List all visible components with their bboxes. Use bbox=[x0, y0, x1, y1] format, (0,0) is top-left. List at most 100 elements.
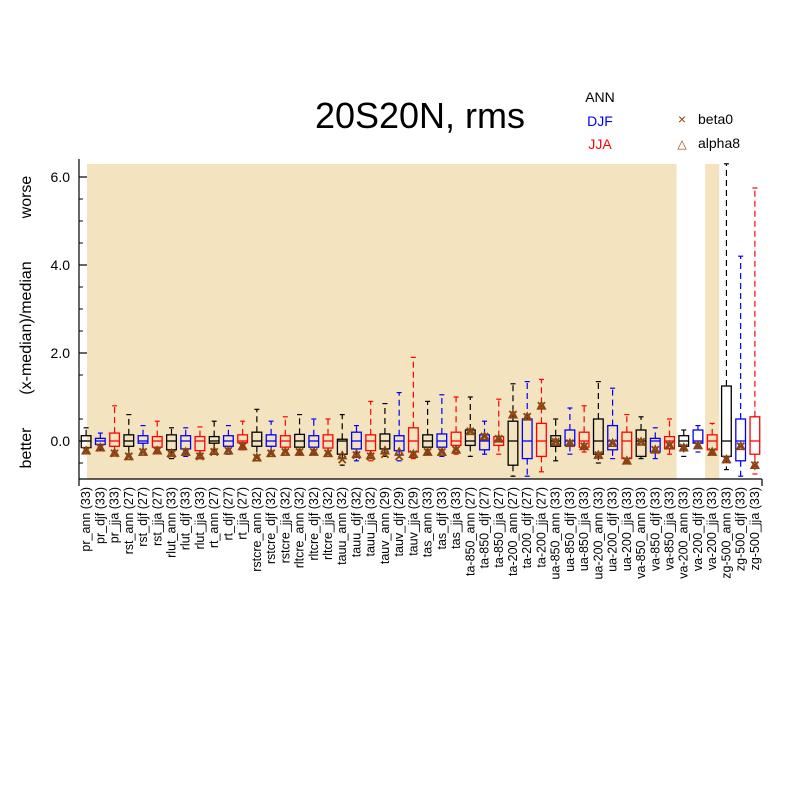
legend-djf: DJF bbox=[587, 113, 613, 129]
alpha8-marker bbox=[735, 440, 746, 451]
alpha8-marker bbox=[209, 445, 220, 455]
x-tick-label: rt_ann (27) bbox=[207, 487, 221, 548]
x-tick-label: tas_ann (33) bbox=[421, 487, 435, 557]
alpha8-marker bbox=[166, 447, 177, 458]
alpha8-marker bbox=[550, 436, 561, 446]
box bbox=[464, 429, 476, 447]
alpha8-marker bbox=[479, 431, 490, 441]
x-tick-label: ta-850_djf (27) bbox=[478, 487, 492, 568]
alpha8-marker bbox=[408, 448, 419, 459]
x-tick-label: ua-200_djf (33) bbox=[606, 487, 620, 572]
axes-layer: 6.0 4.0 2.0 0.0 bbox=[51, 159, 763, 486]
x-tick-label: rst_jja (27) bbox=[150, 487, 164, 546]
y-tick-label: 2.0 bbox=[51, 345, 71, 361]
legend-alpha8-symbol: △ bbox=[677, 137, 687, 151]
box bbox=[137, 435, 149, 444]
alpha8-marker bbox=[294, 446, 305, 456]
alpha8-marker bbox=[635, 436, 647, 446]
legend-alpha8-label: alpha8 bbox=[698, 135, 740, 151]
shaded-region-1 bbox=[705, 164, 720, 479]
box bbox=[521, 418, 533, 460]
alpha8-marker bbox=[564, 437, 576, 448]
x-tick-label: rlut_jja (33) bbox=[193, 487, 207, 550]
box bbox=[564, 429, 576, 447]
x-tick-label: ua-200_jja (33) bbox=[620, 487, 634, 571]
alpha8-marker bbox=[493, 433, 504, 443]
box bbox=[208, 435, 220, 444]
x-tick-label: zg-500_djf (33) bbox=[734, 487, 748, 571]
x-tick-label: ta-850_ann (27) bbox=[463, 487, 477, 576]
x-tick-label: rstcre_jja (32) bbox=[278, 487, 292, 563]
alpha8-marker bbox=[678, 442, 689, 452]
x-tick-label: tauu_ann (32) bbox=[335, 487, 349, 565]
plot-background-shading bbox=[87, 164, 720, 479]
x-tick-label: pr_ann (33) bbox=[79, 487, 93, 552]
x-tick-label: tauv_djf (29) bbox=[392, 487, 406, 556]
alpha8-marker bbox=[322, 447, 334, 458]
alpha8-marker bbox=[308, 446, 319, 456]
alpha8-marker bbox=[465, 425, 476, 436]
alpha8-marker bbox=[137, 446, 149, 456]
legend-jja: JJA bbox=[588, 136, 612, 152]
x-tick-label: ua-850_ann (33) bbox=[549, 487, 563, 579]
x-tick-label: ua-850_jja (33) bbox=[577, 487, 591, 571]
y-axis-better-label: better bbox=[18, 427, 35, 469]
x-tick-label: ta-200_ann (27) bbox=[506, 487, 520, 576]
alpha8-marker bbox=[522, 411, 533, 421]
shaded-region-0 bbox=[87, 164, 677, 479]
alpha8-marker bbox=[692, 439, 704, 450]
x-tick-label: pr_djf (33) bbox=[93, 487, 107, 544]
alpha8-marker bbox=[180, 446, 191, 456]
x-tick-label: va-850_ann (33) bbox=[634, 487, 648, 579]
legend-beta0-label: beta0 bbox=[698, 111, 733, 127]
x-tick-label: rt_djf (27) bbox=[221, 487, 235, 541]
x-tick-label: pr_jja (33) bbox=[108, 487, 122, 543]
season-legend: ANN DJF JJA bbox=[585, 89, 615, 152]
alpha8-marker bbox=[749, 459, 761, 470]
y-tick-label: 0.0 bbox=[51, 433, 71, 449]
x-tick-label: ta-850_jja (27) bbox=[492, 487, 506, 568]
x-tick-label: ua-200_ann (33) bbox=[591, 487, 605, 579]
alpha8-marker bbox=[393, 446, 405, 456]
alpha8-marker bbox=[721, 454, 732, 464]
box bbox=[109, 432, 121, 447]
x-tick-label: va-850_djf (33) bbox=[648, 487, 662, 571]
markers-layer bbox=[80, 400, 761, 470]
x-tick-label: rlut_djf (33) bbox=[179, 487, 193, 550]
alpha8-marker bbox=[607, 437, 618, 448]
alpha8-marker bbox=[507, 409, 519, 419]
alpha8-marker bbox=[351, 448, 362, 459]
x-tick-label: rltcre_ann (32) bbox=[293, 487, 307, 568]
legend-ann: ANN bbox=[585, 89, 615, 105]
y-axis-title-group: worse (x-median)/median better bbox=[18, 176, 35, 469]
box bbox=[607, 424, 619, 451]
box bbox=[735, 418, 747, 462]
x-tick-label: va-850_jja (33) bbox=[663, 487, 677, 570]
y-tick-label: 6.0 bbox=[51, 169, 71, 185]
alpha8-marker bbox=[621, 455, 632, 465]
alpha8-marker bbox=[379, 445, 391, 455]
box bbox=[479, 434, 491, 451]
alpha8-marker bbox=[265, 447, 277, 458]
x-tick-label: rstcre_djf (32) bbox=[264, 487, 278, 564]
box bbox=[393, 435, 405, 452]
box bbox=[535, 422, 547, 458]
legend-beta0-symbol: × bbox=[678, 111, 686, 127]
alpha8-marker bbox=[664, 439, 675, 450]
box bbox=[507, 420, 519, 466]
x-tick-label: zg-500_ann (33) bbox=[719, 487, 733, 579]
alpha8-marker bbox=[152, 445, 163, 455]
box bbox=[749, 416, 761, 455]
x-tick-label: tauu_jja (32) bbox=[364, 487, 378, 557]
x-tick-label: ta-200_jja (27) bbox=[534, 487, 548, 568]
x-tick-label: tauv_jja (29) bbox=[406, 487, 420, 556]
box bbox=[635, 429, 647, 458]
alpha8-marker bbox=[650, 444, 661, 454]
x-tick-label: rst_djf (27) bbox=[136, 487, 150, 547]
box bbox=[649, 437, 661, 453]
alpha8-marker bbox=[578, 440, 590, 451]
alpha8-marker bbox=[80, 445, 92, 455]
x-tick-label: tauu_djf (32) bbox=[349, 487, 363, 557]
alpha8-marker bbox=[593, 449, 604, 459]
